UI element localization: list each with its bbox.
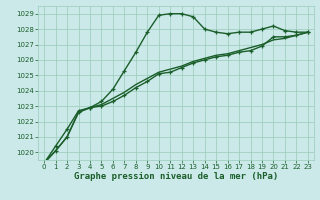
X-axis label: Graphe pression niveau de la mer (hPa): Graphe pression niveau de la mer (hPa)	[74, 172, 278, 181]
